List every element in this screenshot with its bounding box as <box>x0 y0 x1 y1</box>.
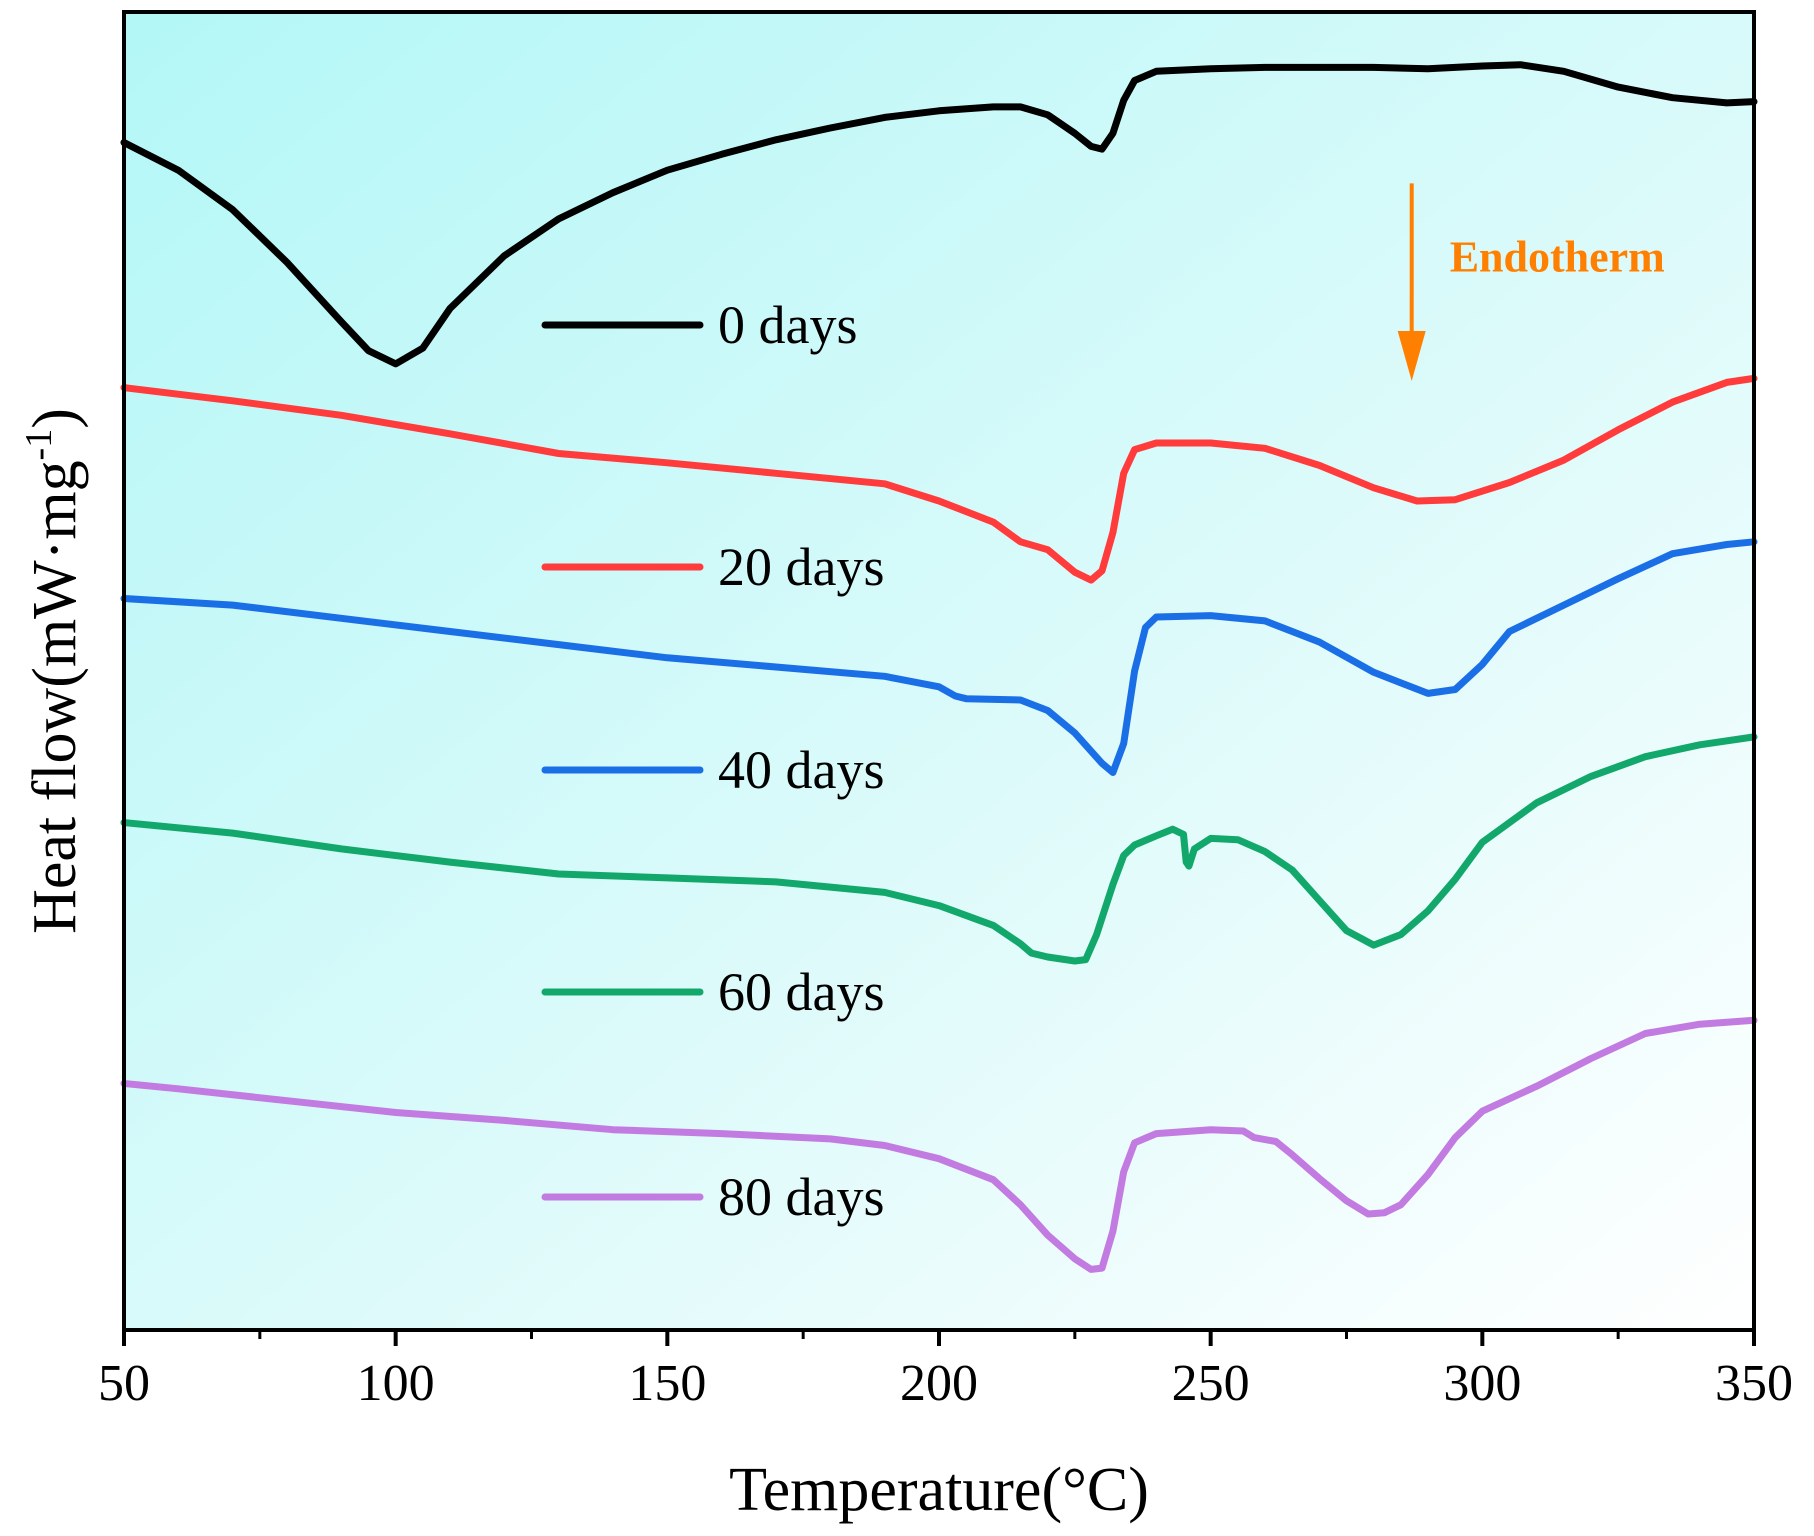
y-axis-title-sup: -1 <box>18 429 60 461</box>
x-tick-label-250: 250 <box>1172 1355 1250 1412</box>
series-group <box>120 61 1758 1273</box>
legend-label-40-days: 40 days <box>718 740 884 800</box>
y-axis-title: Heat flow(mW·mg-1) <box>18 408 89 934</box>
x-axis: 50 100 150 200 250 300 350 <box>98 1330 1793 1412</box>
legend: 0 days 20 days 40 days 60 days 80 days <box>541 295 884 1227</box>
x-tick-label-350: 350 <box>1715 1355 1793 1412</box>
plot-area <box>124 12 1754 1330</box>
legend-label-20-days: 20 days <box>718 537 884 597</box>
x-tick-label-100: 100 <box>357 1355 435 1412</box>
series-line-20-days <box>120 374 1758 584</box>
legend-label-0-days: 0 days <box>718 295 857 355</box>
legend-label-80-days: 80 days <box>718 1167 884 1227</box>
series-line-0-days <box>120 61 1758 368</box>
y-axis-title-main: Heat flow(mW·mg <box>21 460 89 933</box>
x-tick-label-200: 200 <box>900 1355 978 1412</box>
x-axis-title: Temperature(°C) <box>729 1456 1149 1524</box>
x-tick-label-300: 300 <box>1443 1355 1521 1412</box>
x-tick-label-150: 150 <box>628 1355 706 1412</box>
legend-label-60-days: 60 days <box>718 962 884 1022</box>
endotherm-arrowhead-icon <box>1397 331 1426 382</box>
series-line-60-days <box>120 733 1758 965</box>
endotherm-label: Endotherm <box>1450 232 1665 281</box>
y-axis-title-close: ) <box>21 408 89 429</box>
series-line-40-days <box>120 538 1758 776</box>
series-line-80-days <box>120 1016 1758 1273</box>
x-tick-label-50: 50 <box>98 1355 150 1412</box>
